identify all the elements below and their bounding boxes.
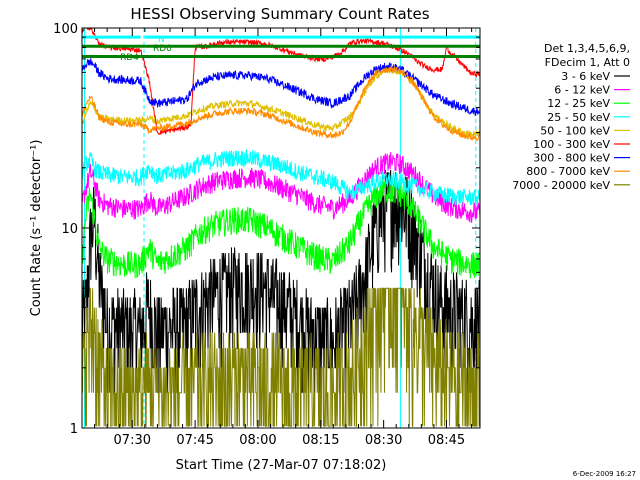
legend-label: 6 - 12 keV	[554, 84, 610, 97]
footer-date: 6-Dec-2009 16:27	[573, 470, 636, 478]
flag-label-n: N	[158, 35, 165, 45]
y-tick-label: 10	[61, 222, 78, 237]
y-axis-label: Count Rate (s⁻¹ detector⁻¹)	[29, 140, 44, 317]
legend-label: 12 - 25 keV	[547, 97, 610, 110]
axes: 07:30 07:45 08:00 08:15 08:30 08:45 1 10 100	[53, 22, 480, 448]
legend: Det 1,3,4,5,6,9, FDecim 1, Att 0 3 - 6 k…	[512, 42, 630, 192]
chart-title: HESSI Observing Summary Count Rates	[130, 5, 429, 23]
series-trace-2	[82, 152, 480, 223]
x-tick-label: 08:45	[428, 433, 465, 448]
legend-header-line-2: FDecim 1, Att 0	[545, 56, 630, 69]
series-trace-4	[82, 149, 480, 206]
legend-label: 300 - 800 keV	[533, 152, 610, 165]
series-trace-3	[82, 178, 480, 279]
legend-label: 7000 - 20000 keV	[512, 179, 610, 192]
y-tick-label: 1	[70, 422, 78, 437]
flag-label-rd4: RD4	[120, 53, 139, 63]
legend-label: 100 - 300 keV	[533, 138, 610, 151]
x-tick-label: 07:45	[176, 433, 213, 448]
x-tick-label: 07:30	[114, 433, 151, 448]
legend-header-line-1: Det 1,3,4,5,6,9,	[544, 42, 630, 55]
legend-label: 800 - 7000 keV	[526, 165, 610, 178]
x-axis-label: Start Time (27-Mar-07 07:18:02)	[176, 458, 387, 473]
series-trace-9	[82, 287, 480, 427]
legend-label: 25 - 50 keV	[547, 111, 610, 124]
legend-label: 50 - 100 keV	[540, 124, 610, 137]
y-tick-label: 100	[53, 22, 78, 37]
x-tick-label: 08:15	[302, 433, 339, 448]
legend-label: 3 - 6 keV	[561, 70, 610, 83]
series-trace-8	[82, 64, 480, 142]
x-tick-label: 08:00	[239, 433, 276, 448]
flag-label-rd0: RD0	[153, 44, 172, 54]
x-tick-label: 08:30	[365, 433, 402, 448]
